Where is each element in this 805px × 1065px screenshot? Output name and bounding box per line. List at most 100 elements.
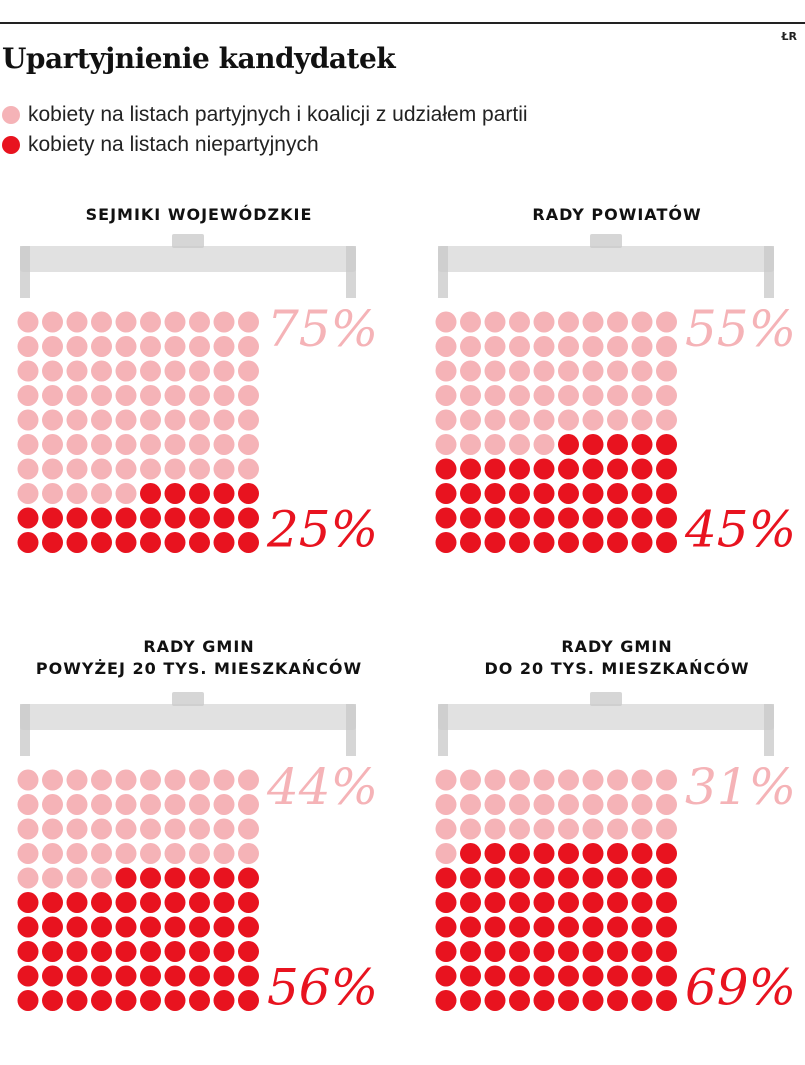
waffle-dot-nonparty <box>484 532 506 553</box>
waffle-dot-nonparty <box>484 941 506 962</box>
waffle-dot-nonparty <box>460 892 481 913</box>
waffle-dot-party <box>115 360 137 382</box>
waffle-dot-nonparty <box>189 916 210 938</box>
panel-rady-powiatow: RADY POWIATÓW 55% 45% <box>432 200 802 570</box>
waffle-dot-party <box>656 409 677 431</box>
waffle-dot-nonparty <box>460 532 481 553</box>
waffle-dot-party <box>484 434 506 455</box>
percent-label-nonparty: 45% <box>684 501 796 559</box>
waffle-dot-party <box>42 818 63 840</box>
waffle-dot-party <box>213 409 235 431</box>
waffle-dot-party <box>607 311 628 333</box>
waffle-dot-party <box>115 385 137 406</box>
waffle-dot-nonparty <box>17 532 39 553</box>
waffle-dot-party <box>42 385 63 406</box>
waffle-dot-nonparty <box>435 990 457 1011</box>
waffle-dot-nonparty <box>42 941 63 962</box>
waffle-dot-party <box>115 794 137 815</box>
waffle-dot-party <box>558 409 579 431</box>
waffle-dot-party <box>238 458 259 480</box>
waffle-dot-party <box>435 818 457 840</box>
waffle-dot-party <box>213 385 235 406</box>
waffle-dot-nonparty <box>484 507 506 529</box>
bracket-right-leg <box>346 246 356 298</box>
waffle-dot-nonparty <box>213 507 235 529</box>
waffle-dot-party <box>435 794 457 815</box>
waffle-dot-nonparty <box>238 892 259 913</box>
waffle-dot-nonparty <box>558 843 579 864</box>
waffle-dot-nonparty <box>558 867 579 889</box>
waffle-dot-nonparty <box>656 532 677 553</box>
panel-title: RADY GMIN POWYŻEJ 20 TYS. MIESZKAŃCÓW <box>14 636 384 680</box>
waffle-dot-nonparty <box>189 483 210 504</box>
waffle-dot-party <box>140 458 161 480</box>
waffle-dot-party <box>42 434 63 455</box>
waffle-dot-party <box>189 360 210 382</box>
waffle-dot-nonparty <box>42 965 63 987</box>
waffle-dot-party <box>607 360 628 382</box>
waffle-dot-nonparty <box>238 507 259 529</box>
waffle-dot-nonparty <box>509 990 530 1011</box>
waffle-dot-party <box>91 385 112 406</box>
waffle-dot-nonparty <box>460 843 481 864</box>
waffle-dot-party <box>460 434 481 455</box>
waffle-dot-nonparty <box>558 458 579 480</box>
waffle-dot-party <box>533 434 555 455</box>
waffle-dot-nonparty <box>115 916 137 938</box>
waffle-dot-party <box>213 458 235 480</box>
legend-label-nonparty: kobiety na listach niepartyjnych <box>28 133 319 156</box>
waffle-dot-nonparty <box>66 507 88 529</box>
legend: kobiety na listach partyjnych i koalicji… <box>2 100 528 160</box>
waffle-dot-nonparty <box>213 941 235 962</box>
waffle-dot-nonparty <box>42 892 63 913</box>
panel-rady-gmin-do: RADY GMIN DO 20 TYS. MIESZKAŃCÓW 31% 69% <box>432 636 802 1036</box>
waffle-dot-nonparty <box>533 941 555 962</box>
waffle-dot-party <box>164 336 186 357</box>
waffle-dot-party <box>607 385 628 406</box>
waffle-dot-nonparty <box>558 892 579 913</box>
waffle-dot-party <box>533 409 555 431</box>
waffle-dot-party <box>460 794 481 815</box>
waffle-dot-nonparty <box>91 532 112 553</box>
waffle-dot-nonparty <box>656 941 677 962</box>
waffle-dot-nonparty <box>533 990 555 1011</box>
waffle-dot-nonparty <box>607 843 628 864</box>
waffle-dot-nonparty <box>213 916 235 938</box>
waffle-dot-party <box>656 794 677 815</box>
legend-dot-nonparty <box>2 136 20 154</box>
waffle-dot-nonparty <box>435 916 457 938</box>
waffle-dot-nonparty <box>115 867 137 889</box>
percent-label-party: 44% <box>266 758 378 816</box>
waffle-dot-nonparty <box>656 867 677 889</box>
waffle-dot-party <box>631 360 653 382</box>
waffle-dot-nonparty <box>140 892 161 913</box>
waffle-dot-party <box>558 385 579 406</box>
percent-label-nonparty: 69% <box>685 959 796 1017</box>
waffle-dot-nonparty <box>435 458 457 480</box>
waffle-dot-nonparty <box>509 507 530 529</box>
waffle-dot-nonparty <box>558 507 579 529</box>
waffle-dot-nonparty <box>533 532 555 553</box>
waffle-dot-party <box>91 769 112 791</box>
waffle-dot-party <box>656 818 677 840</box>
waffle-dot-nonparty <box>460 507 481 529</box>
waffle-dot-nonparty <box>533 867 555 889</box>
panel-sejmiki: SEJMIKI WOJEWÓDZKIE 75% 25% <box>14 200 384 570</box>
waffle-dot-nonparty <box>91 507 112 529</box>
waffle-dot-party <box>66 311 88 333</box>
waffle-dot-party <box>189 843 210 864</box>
waffle-dot-nonparty <box>558 483 579 504</box>
waffle-dot-party <box>115 458 137 480</box>
waffle-dot-party <box>140 843 161 864</box>
waffle-dot-party <box>533 311 555 333</box>
waffle-dot-nonparty <box>140 941 161 962</box>
panel-title-line: SEJMIKI WOJEWÓDZKIE <box>85 205 313 224</box>
bracket-decoration <box>20 234 356 298</box>
waffle-dot-nonparty <box>509 892 530 913</box>
waffle-dot-nonparty <box>91 965 112 987</box>
waffle-dot-party <box>558 336 579 357</box>
waffle-dot-nonparty <box>460 916 481 938</box>
panel-title-line: RADY GMIN <box>143 637 255 656</box>
waffle-dot-nonparty <box>189 507 210 529</box>
waffle-dot-nonparty <box>607 483 628 504</box>
